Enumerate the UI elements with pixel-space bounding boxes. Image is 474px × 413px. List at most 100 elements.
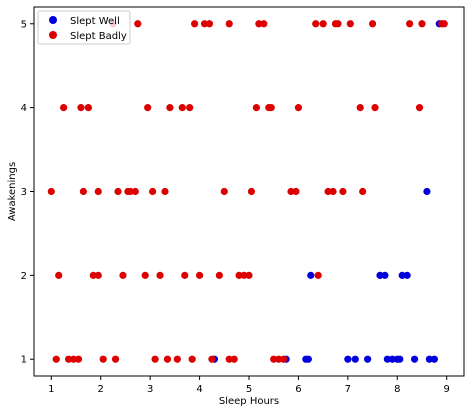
point-slept-well	[425, 355, 434, 363]
point-slept-well	[304, 355, 312, 363]
point-slept-well	[410, 355, 419, 363]
point-slept-well	[388, 355, 396, 363]
point-slept-badly	[225, 355, 233, 363]
point-slept-badly	[205, 20, 214, 28]
point-slept-badly	[319, 20, 327, 28]
point-slept-well	[430, 355, 438, 363]
legend-marker-slept-well	[49, 16, 57, 24]
x-tick-label: 9	[444, 384, 450, 395]
point-slept-badly	[134, 20, 142, 28]
point-slept-badly	[418, 20, 426, 28]
point-slept-badly	[270, 355, 278, 363]
point-slept-badly	[252, 104, 261, 112]
point-slept-badly	[287, 187, 295, 196]
point-slept-badly	[131, 187, 139, 196]
point-slept-badly	[111, 355, 120, 363]
point-slept-badly	[188, 355, 196, 363]
point-slept-badly	[292, 187, 300, 196]
point-slept-badly	[260, 20, 268, 28]
point-slept-badly	[89, 271, 97, 279]
point-slept-badly	[173, 355, 181, 363]
point-slept-badly	[368, 20, 377, 28]
legend-marker-slept-badly	[49, 31, 57, 39]
x-tick-label: 4	[196, 384, 202, 395]
point-slept-badly	[255, 20, 263, 28]
x-axis-label: Sleep Hours	[219, 396, 279, 407]
x-tick-label: 8	[394, 384, 400, 395]
point-slept-badly	[225, 20, 233, 28]
y-tick-label: 5	[21, 19, 27, 30]
point-slept-badly	[47, 187, 55, 196]
point-slept-well	[364, 355, 372, 363]
point-slept-badly	[230, 355, 238, 363]
point-slept-well	[403, 271, 411, 279]
point-slept-badly	[275, 355, 283, 363]
x-tick-label: 7	[345, 384, 351, 395]
x-tick-label: 5	[246, 384, 252, 395]
point-slept-badly	[69, 355, 78, 363]
point-slept-badly	[79, 187, 88, 196]
point-slept-badly	[126, 187, 134, 196]
point-slept-badly	[339, 187, 347, 196]
point-slept-badly	[240, 271, 248, 279]
point-slept-badly	[144, 104, 152, 112]
y-tick-label: 1	[21, 355, 27, 366]
point-slept-badly	[235, 271, 243, 279]
point-slept-badly	[161, 187, 169, 196]
point-slept-badly	[52, 355, 60, 363]
point-slept-badly	[247, 187, 256, 196]
legend-label-slept-badly: Slept Badly	[70, 31, 127, 42]
x-axis-ticks: 1 2 3 4 5 6 7 8 9	[48, 376, 450, 395]
point-slept-badly	[74, 355, 83, 363]
point-slept-badly	[64, 355, 73, 363]
point-slept-badly	[314, 271, 322, 279]
x-tick-label: 1	[48, 384, 54, 395]
point-slept-well	[423, 187, 431, 196]
point-slept-badly	[406, 20, 414, 28]
point-slept-badly	[94, 187, 102, 196]
point-slept-badly	[77, 104, 85, 112]
point-slept-badly	[60, 104, 68, 112]
point-slept-well	[381, 271, 389, 279]
point-slept-well	[383, 355, 391, 363]
y-axis-ticks: 1 2 3 4 5	[21, 19, 34, 366]
point-slept-well	[396, 355, 404, 363]
y-tick-label: 3	[21, 187, 27, 198]
point-slept-badly	[220, 187, 228, 196]
x-tick-label: 3	[147, 384, 153, 395]
x-tick-label: 2	[98, 384, 104, 395]
point-slept-badly	[312, 20, 320, 28]
point-slept-badly	[245, 271, 253, 279]
point-slept-badly	[178, 104, 186, 112]
points-layer	[47, 20, 448, 363]
point-slept-badly	[334, 20, 342, 28]
point-slept-badly	[371, 104, 379, 112]
point-slept-badly	[208, 355, 216, 363]
point-slept-badly	[119, 271, 127, 279]
point-slept-badly	[279, 355, 288, 363]
point-slept-badly	[324, 187, 332, 196]
point-slept-badly	[166, 104, 174, 112]
point-slept-badly	[195, 271, 204, 279]
point-slept-badly	[329, 187, 337, 196]
point-slept-badly	[191, 20, 199, 28]
legend: Slept Well Slept Badly	[37, 10, 131, 45]
point-slept-badly	[267, 104, 275, 112]
point-slept-badly	[151, 355, 159, 363]
point-slept-well	[398, 271, 406, 279]
point-slept-well	[376, 271, 384, 279]
point-slept-badly	[181, 271, 189, 279]
x-tick-label: 6	[295, 384, 301, 395]
point-slept-well	[344, 355, 352, 363]
y-tick-label: 2	[21, 271, 27, 282]
legend-label-slept-well: Slept Well	[70, 16, 120, 27]
point-slept-badly	[356, 104, 364, 112]
point-slept-badly	[149, 187, 157, 196]
y-axis-label: Awakenings	[7, 162, 18, 221]
point-slept-badly	[294, 104, 303, 112]
point-slept-well	[307, 271, 315, 279]
legend-box	[37, 10, 131, 45]
point-slept-well	[351, 355, 359, 363]
point-slept-badly	[99, 355, 107, 363]
